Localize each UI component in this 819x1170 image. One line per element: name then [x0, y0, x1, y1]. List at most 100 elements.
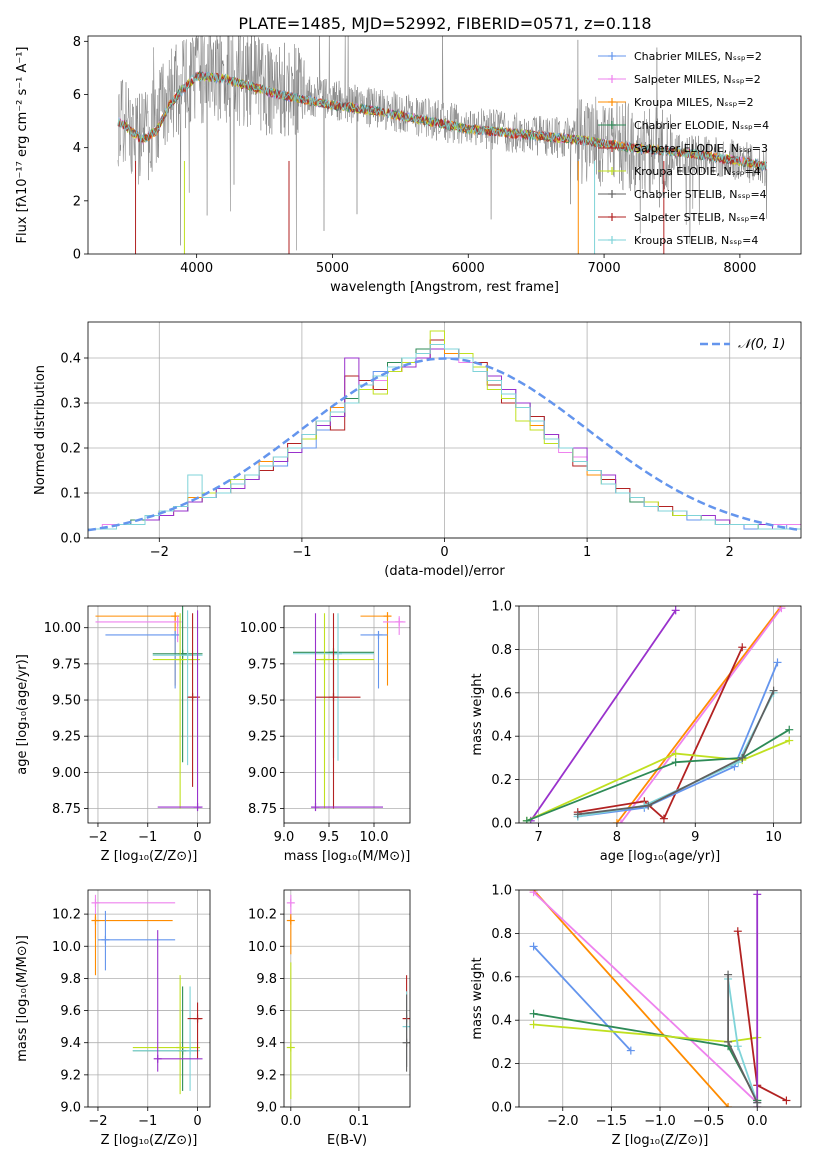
x-tick-label: 1: [583, 545, 591, 560]
x-tick-label: 7000: [588, 261, 621, 276]
y-tick-label: 0.8: [491, 643, 512, 658]
y-tick-label: 9.00: [248, 766, 277, 781]
y-tick-label: 10.2: [52, 908, 81, 923]
model-spectrum-line: [117, 71, 767, 170]
y-tick-label: 9.4: [256, 1036, 277, 1051]
weight-series-line: [616, 606, 783, 823]
y-tick-label: 9.8: [256, 972, 277, 987]
y-axis-label: Flux [fλ10⁻¹⁷ erg cm⁻² s⁻¹ A⁻¹]: [15, 47, 30, 244]
y-tick-label: 0: [73, 248, 81, 263]
mass-vs-EBV-plot-area: [286, 894, 410, 1099]
x-axis-label: (data-model)/error: [384, 564, 505, 579]
x-tick-label: −2: [88, 1114, 107, 1129]
x-tick-label: −1: [138, 830, 157, 845]
y-tick-label: 9.0: [60, 1101, 81, 1116]
y-tick-label: 9.8: [60, 972, 81, 987]
weight-series-line: [526, 728, 790, 822]
weight-vs-age-plot-area: [522, 606, 794, 823]
y-axis-label: Normed distribution: [33, 365, 48, 495]
x-tick-label: 0: [440, 545, 448, 560]
y-tick-label: 9.50: [52, 694, 81, 709]
weight-series-line: [577, 646, 744, 821]
weight-series-line: [530, 609, 677, 822]
y-axis-label: mass weight: [470, 957, 485, 1039]
x-tick-label: −1.5: [596, 1114, 628, 1129]
legend-entry: Chabrier STELIB, Nₛₛₚ=4: [634, 188, 767, 201]
y-tick-label: 0.4: [60, 352, 81, 367]
x-tick-label: 10.0: [360, 830, 389, 845]
mass-vs-Z-plot-area: [91, 894, 203, 1095]
weight-series-line: [577, 690, 775, 816]
y-tick-label: 9.2: [60, 1068, 81, 1083]
legend-entry: Chabrier ELODIE, Nₛₛₚ=4: [634, 119, 769, 132]
y-tick-label: 0.3: [60, 397, 81, 412]
x-tick-label: −2: [150, 545, 169, 560]
y-tick-label: 10.00: [44, 621, 81, 636]
mass-vs-EBV-frame: [283, 889, 411, 1108]
x-tick-label: 8000: [723, 261, 756, 276]
x-tick-label: −1.0: [644, 1114, 676, 1129]
y-tick-label: 4: [73, 141, 81, 156]
y-tick-label: 2: [73, 194, 81, 209]
age-vs-Z-chart: −2 −1 0 8.75 9.00 9.25 9.50 9.75 10.00 Z [log₁₀(Z…: [15, 605, 211, 864]
y-tick-label: 9.4: [60, 1036, 81, 1051]
age-vs-mass-frame: [283, 605, 411, 824]
legend-entry: Salpeter STELIB, Nₛₛₚ=4: [634, 211, 766, 224]
y-tick-label: 6: [73, 88, 81, 103]
age-vs-mass-chart: 9.0 9.5 10.0 8.75 9.00 9.25 9.50 9.75 10.00 mass …: [240, 605, 411, 864]
y-tick-label: 9.0: [256, 1101, 277, 1116]
y-tick-label: 0.8: [491, 927, 512, 942]
weight-series-line: [526, 739, 790, 822]
weight-series-line: [620, 607, 783, 823]
x-tick-label: −2: [88, 830, 107, 845]
y-tick-label: 0.4: [491, 730, 512, 745]
y-tick-label: 1.0: [491, 884, 512, 899]
y-tick-label: 0.0: [60, 532, 81, 547]
y-tick-label: 10.2: [248, 908, 277, 923]
spectrum-frame: [87, 35, 802, 255]
y-tick-label: 10.00: [240, 621, 277, 636]
figure-title: PLATE=1485, MJD=52992, FIBERID=0571, z=0…: [238, 14, 651, 33]
y-tick-label: 0.6: [491, 686, 512, 701]
x-tick-label: 8: [613, 830, 621, 845]
legend-entry: 𝒩(0, 1): [738, 337, 785, 352]
y-tick-label: 9.75: [52, 657, 81, 672]
weight-vs-Z-chart: −2.0 −1.5 −1.0 −0.5 0.0 0.0 0.2 0.4 0.6 0.8 1.0 Z […: [470, 884, 802, 1148]
x-tick-label: 2: [726, 545, 734, 560]
legend-entry: Chabrier MILES, Nₛₛₚ=2: [634, 50, 762, 63]
x-axis-label: Z [log₁₀(Z/Z⊙)]: [612, 1133, 709, 1148]
age-vs-Z-plot-area: [95, 606, 203, 812]
y-tick-label: 0.2: [60, 442, 81, 457]
x-tick-label: −1: [292, 545, 311, 560]
histogram-series: [88, 344, 801, 530]
x-tick-label: −0.5: [693, 1114, 725, 1129]
weight-vs-age-frame: [518, 605, 802, 824]
weight-series-line: [532, 945, 632, 1052]
y-tick-label: 9.00: [52, 766, 81, 781]
y-axis-label: mass [log₁₀(M/M⊙)]: [15, 935, 30, 1062]
y-tick-label: 0.1: [60, 487, 81, 502]
x-tick-label: 10: [765, 830, 782, 845]
y-tick-label: 9.2: [256, 1068, 277, 1083]
y-tick-label: 8.75: [52, 802, 81, 817]
y-tick-label: 9.50: [248, 694, 277, 709]
x-tick-label: −1: [138, 1114, 157, 1129]
weight-series-line: [577, 662, 779, 818]
weight-vs-Z-plot-area: [529, 890, 791, 1107]
y-tick-label: 9.25: [52, 730, 81, 745]
y-tick-label: 0.4: [491, 1014, 512, 1029]
y-tick-label: 0.2: [491, 773, 512, 788]
x-axis-label: mass [log₁₀(M/M⊙)]: [284, 849, 411, 864]
normal-curve: [88, 357, 801, 532]
y-tick-label: 8.75: [248, 802, 277, 817]
x-axis-label: Z [log₁₀(Z/Z⊙)]: [101, 1133, 198, 1148]
y-tick-label: 0.0: [491, 817, 512, 832]
x-axis-label: wavelength [Angstrom, rest frame]: [330, 280, 559, 295]
x-tick-label: 9.5: [319, 830, 340, 845]
age-vs-Z-frame: [87, 605, 211, 824]
legend-entry: Salpeter MILES, Nₛₛₚ=2: [634, 73, 761, 86]
x-axis-label: age [log₁₀(age/yr)]: [600, 849, 721, 864]
mass-vs-EBV-chart: 0.0 0.1 9.0 9.2 9.4 9.6 9.8 10.0 10.2 E(B-V): [248, 889, 411, 1148]
